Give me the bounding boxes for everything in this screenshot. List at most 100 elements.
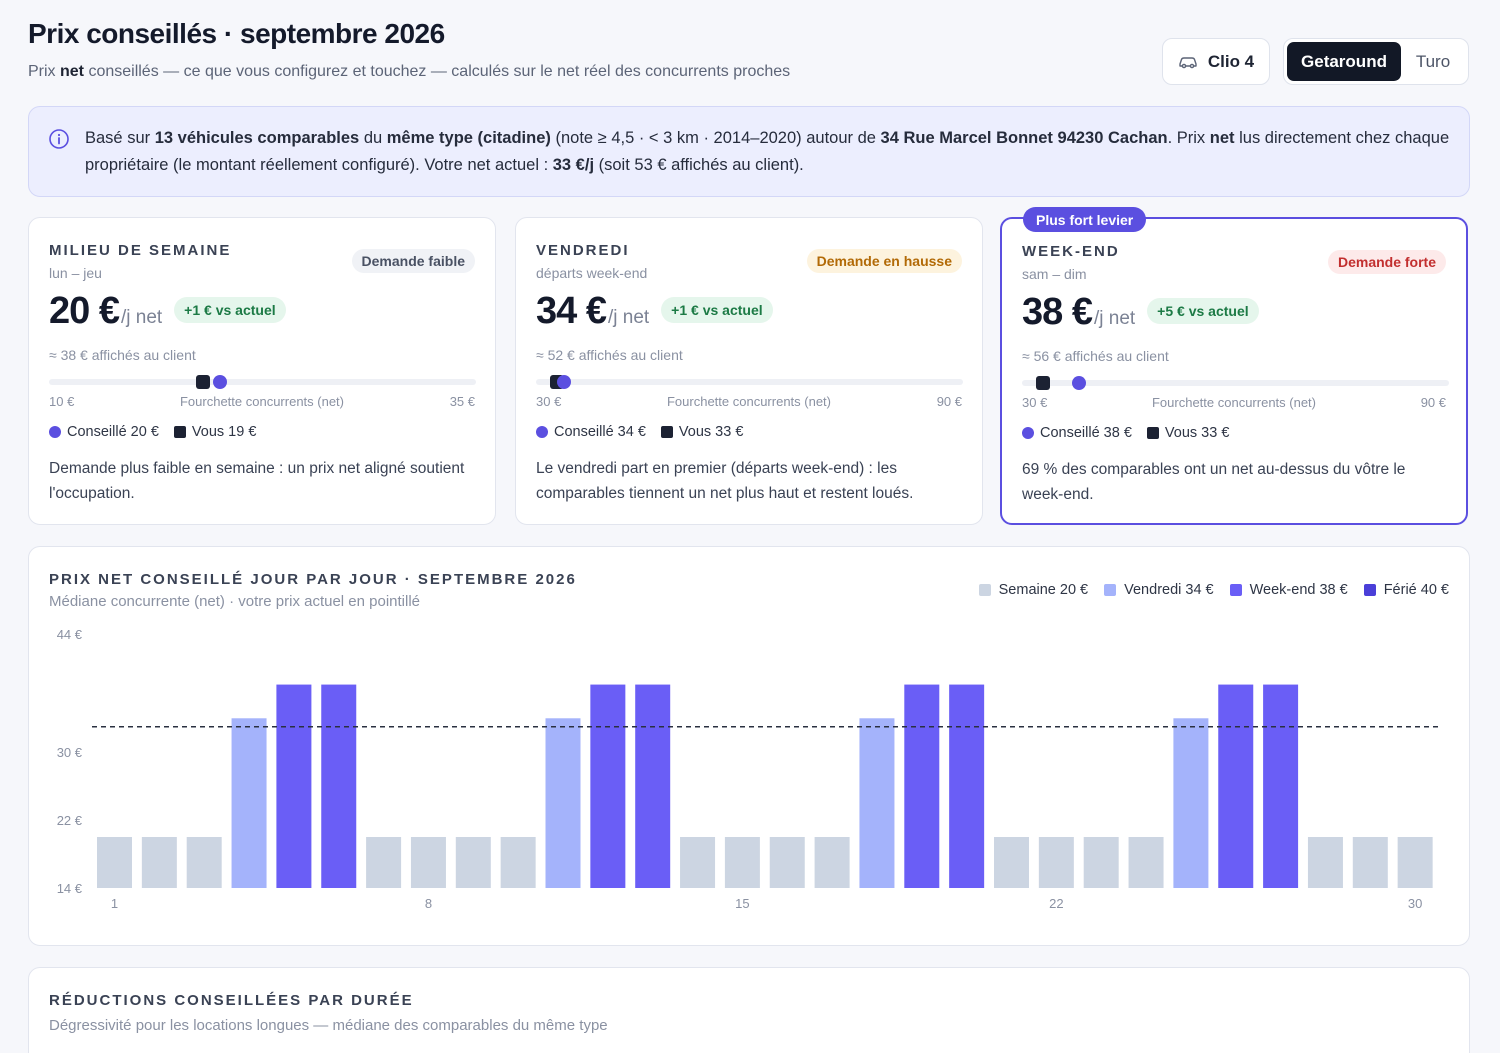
card-weekday: MILIEU DE SEMAINE lun – jeu Demande faib… <box>28 217 496 525</box>
x-tick-label: 30 <box>1408 896 1422 911</box>
range-max: 90 € <box>936 394 962 409</box>
bar-day-1[interactable] <box>97 837 132 888</box>
current-square-icon <box>660 426 673 438</box>
bar-day-17[interactable] <box>814 837 850 888</box>
reductions-title: RÉDUCTIONS CONSEILLÉES PAR DURÉE <box>49 992 414 1009</box>
card-sublabel: lun – jeu <box>49 265 102 281</box>
bar-day-15[interactable] <box>724 837 760 888</box>
page: Prix conseillés · septembre 2026 Prix ne… <box>28 0 1470 1053</box>
bar-day-16[interactable] <box>769 837 805 888</box>
bar-day-19[interactable] <box>904 684 940 888</box>
legend-swatch <box>1229 584 1242 596</box>
range-label: Fourchette concurrents (net) <box>666 394 832 409</box>
y-tick-label: 22 € <box>57 813 83 828</box>
bar-day-24[interactable] <box>1128 837 1164 888</box>
delta-badge: +1 € vs actuel <box>174 297 286 323</box>
bar-day-12[interactable] <box>590 684 626 888</box>
range-track <box>49 375 476 389</box>
client-price: ≈ 52 € affichés au client <box>536 347 683 363</box>
card-sublabel: sam – dim <box>1022 266 1087 282</box>
platform-toggle: Getaround Turo <box>1283 38 1469 85</box>
reductions-panel: RÉDUCTIONS CONSEILLÉES PAR DURÉE Dégress… <box>28 967 1470 1053</box>
current-square-icon <box>1146 427 1159 439</box>
recommended-marker <box>212 375 227 389</box>
bar-day-3[interactable] <box>186 837 222 888</box>
legend-item-ferie: Férié 40 € <box>1363 582 1449 598</box>
legend-recommended: Conseillé 38 € <box>1040 425 1132 441</box>
bar-day-29[interactable] <box>1352 837 1388 888</box>
bar-day-5[interactable] <box>276 684 312 888</box>
daily-price-chart-panel: PRIX NET CONSEILLÉ JOUR PAR JOUR · SEPTE… <box>28 546 1470 946</box>
x-tick-label: 15 <box>735 896 749 911</box>
x-tick-label: 8 <box>425 896 432 911</box>
chart-title: PRIX NET CONSEILLÉ JOUR PAR JOUR · SEPTE… <box>49 571 577 588</box>
legend-current: Vous 33 € <box>1164 425 1230 441</box>
chart-legend: Semaine 20 € Vendredi 34 € Week-end 38 €… <box>963 582 1449 598</box>
range-max: 90 € <box>1420 395 1446 410</box>
car-selector[interactable]: Clio 4 <box>1162 38 1270 85</box>
bar-day-10[interactable] <box>500 837 536 888</box>
bar-day-21[interactable] <box>994 837 1029 888</box>
legend-recommended: Conseillé 34 € <box>554 424 646 440</box>
range-max: 35 € <box>449 394 475 409</box>
card-legend: Conseillé 38 € Vous 33 € <box>1022 425 1229 441</box>
page-subtitle: Prix net conseillés — ce que vous config… <box>28 63 791 80</box>
legend-current: Vous 33 € <box>678 424 744 440</box>
reductions-subtitle: Dégressivité pour les locations longues … <box>49 1017 608 1034</box>
bar-day-13[interactable] <box>635 684 671 888</box>
card-label: WEEK-END <box>1022 243 1120 260</box>
bar-day-11[interactable] <box>545 718 581 888</box>
bar-day-9[interactable] <box>455 837 491 888</box>
bar-day-27[interactable] <box>1263 684 1299 888</box>
x-tick-label: 22 <box>1049 896 1063 911</box>
top-lever-tag: Plus fort levier <box>1023 207 1147 232</box>
card-label: MILIEU DE SEMAINE <box>49 242 232 259</box>
recommended-marker <box>557 375 572 389</box>
price-row: 34 € /j net +1 € vs actuel <box>536 290 773 333</box>
recommended-dot-icon <box>49 426 61 438</box>
bar-day-23[interactable] <box>1083 837 1119 888</box>
bar-day-8[interactable] <box>410 837 446 888</box>
bar-day-7[interactable] <box>366 837 402 888</box>
range-track <box>1022 376 1449 390</box>
legend-swatch <box>1363 584 1376 596</box>
bar-day-2[interactable] <box>141 837 177 888</box>
client-price: ≈ 56 € affichés au client <box>1022 348 1169 364</box>
price-unit: /j net <box>120 307 163 328</box>
y-tick-label: 44 € <box>57 627 83 642</box>
bar-day-22[interactable] <box>1038 837 1074 888</box>
range-min: 30 € <box>1022 395 1048 410</box>
bar-day-14[interactable] <box>680 837 716 888</box>
current-marker <box>1036 376 1051 390</box>
car-label: Clio 4 <box>1207 51 1255 71</box>
demand-badge: Demande forte <box>1327 250 1446 274</box>
legend-recommended: Conseillé 20 € <box>67 424 159 440</box>
current-square-icon <box>173 426 186 438</box>
card-legend: Conseillé 20 € Vous 19 € <box>49 424 256 440</box>
bar-day-4[interactable] <box>231 718 267 888</box>
recommended-marker <box>1071 376 1086 390</box>
bar-day-30[interactable] <box>1397 837 1433 888</box>
bar-day-18[interactable] <box>859 718 895 888</box>
price-row: 20 € /j net +1 € vs actuel <box>49 290 286 333</box>
recommended-price: 38 € <box>1022 291 1093 333</box>
card-friday: VENDREDI départs week-end Demande en hau… <box>515 217 983 525</box>
platform-turo-button[interactable]: Turo <box>1415 51 1451 71</box>
info-text: Basé sur 13 véhicules comparables du mêm… <box>85 129 1450 174</box>
bar-day-20[interactable] <box>949 684 985 888</box>
info-icon <box>49 129 69 149</box>
legend-item-semaine: Semaine 20 € <box>978 582 1088 598</box>
bar-day-26[interactable] <box>1218 684 1254 888</box>
platform-getaround-button[interactable]: Getaround <box>1287 42 1401 81</box>
page-title: Prix conseillés · septembre 2026 <box>28 18 445 49</box>
range-label: Fourchette concurrents (net) <box>1151 395 1317 410</box>
card-label: VENDREDI <box>536 242 630 259</box>
current-marker <box>195 375 210 389</box>
legend-item-weekend: Week-end 38 € <box>1229 582 1348 598</box>
card-description: 69 % des comparables ont un net au-dessu… <box>1022 461 1406 503</box>
bar-day-25[interactable] <box>1173 718 1209 888</box>
price-unit: /j net <box>1093 308 1136 329</box>
price-unit: /j net <box>607 307 650 328</box>
bar-day-28[interactable] <box>1307 837 1343 888</box>
bar-day-6[interactable] <box>321 684 357 888</box>
